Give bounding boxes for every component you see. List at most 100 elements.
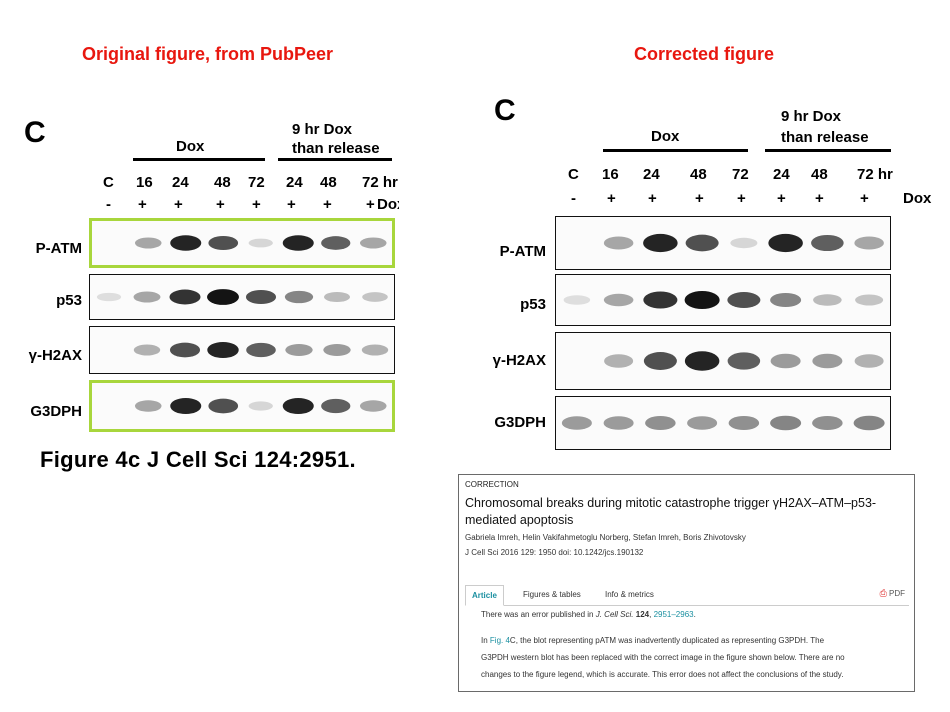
blot-band [811,234,844,252]
text: C, the blot representing pATM was inadve… [509,636,825,645]
blot-band [561,416,592,430]
blot-band [207,341,239,359]
left-row-label: p53 [56,292,82,309]
blot-band [603,293,634,307]
right-time-label: 72 hr [857,166,893,183]
right-row-label: P-ATM [499,243,546,260]
blot-bands [133,341,389,359]
blot-band [855,294,884,306]
article-title[interactable]: Chromosomal breaks during mitotic catast… [465,496,877,527]
left-panel-letter: C [24,116,46,149]
left-time-label: 24 [286,174,303,191]
left-sign-label: + [323,196,332,213]
left-dox-bracket [133,158,265,161]
left-time-label: 24 [172,174,189,191]
journal-name: J. Cell Sci. [595,610,634,619]
blot-band [323,344,351,356]
blot-band [321,236,351,250]
right-row-label: p53 [520,296,546,313]
blot-band [770,293,802,307]
right-release-line1: 9 hr Dox [781,108,842,125]
blot-band [854,354,884,368]
right-heading: Corrected figure [634,44,775,64]
blot-band [169,342,201,358]
left-sign-label: + [216,196,225,213]
correction-line-4: changes to the figure legend, which is a… [481,670,844,679]
pdf-icon: ⎙ [879,588,887,598]
pdf-label: PDF [889,589,905,598]
blot-band [362,292,388,302]
blot-band [684,291,720,309]
blot-band [643,233,678,253]
right-time-label: 24 [643,166,660,183]
right-sign-label: + [607,190,616,207]
blot-bands [561,415,885,431]
pdf-link[interactable]: ⎙ PDF [880,588,905,599]
blot-band [248,238,273,248]
blot-band [812,353,843,369]
left-row-label: γ-H2AX [28,347,82,364]
right-row-label: G3DPH [494,414,546,431]
blot-band [361,344,389,356]
blot-bands [603,233,884,253]
blot-band [134,237,162,249]
left-row-label: P-ATM [35,240,82,257]
right-blot-g3dph [555,396,891,450]
right-blot-p53 [555,274,891,326]
left-time-label: 48 [214,174,231,191]
text: In [481,636,490,645]
left-time-label: 48 [320,174,337,191]
blot-band [170,235,202,251]
blot-band [169,289,201,305]
blot-band [208,398,239,414]
blot-band [684,351,720,371]
article-authors: Gabriela Imreh, Helin Vakifahmetoglu Nor… [465,533,746,542]
blot-band [321,398,351,414]
right-dox-label: Dox [651,128,680,145]
right-panel-letter: C [494,94,516,127]
pages-link[interactable]: 2951–2963 [653,610,694,619]
blot-band [170,397,202,415]
right-sign-label: + [737,190,746,207]
right-sign-label: - [571,190,576,207]
blot-band [603,416,634,430]
blot-band [359,400,387,412]
blot-band [645,415,676,431]
left-release-line1: 9 hr Dox [292,121,353,138]
volume: 124 [633,610,650,619]
article-citation: J Cell Sci 2016 129: 1950 doi: 10.1242/j… [465,548,644,557]
blot-band [282,397,314,415]
blot-band [770,353,801,369]
blot-band [812,415,843,431]
blot-band [854,236,884,250]
figure-link[interactable]: Fig. 4 [489,636,510,645]
blot-band [604,354,634,368]
right-sign-label: + [815,190,824,207]
tab-figures-tables[interactable]: Figures & tables [523,590,581,599]
right-time-label: 72 [732,166,749,183]
blot-band [284,290,314,304]
blot-band [853,415,885,431]
right-release-bracket [765,149,891,152]
blot-bands [96,289,388,305]
right-sign-label: + [860,190,869,207]
blot-band [133,291,161,303]
text: . [693,610,696,619]
blot-band [324,291,350,303]
blot-band [246,342,276,358]
correction-line-2: In Fig. 4C, the blot representing pATM w… [481,635,824,647]
tab-info-metrics[interactable]: Info & metrics [605,590,654,599]
blot-bands [604,351,884,371]
left-dox-label: Dox [176,138,205,155]
blot-band [643,291,678,309]
blot-bands [134,397,387,415]
blot-band [728,415,760,431]
left-caption: Figure 4c J Cell Sci 124:2951. [40,447,356,472]
left-blot-gamma-h2ax [89,326,395,374]
correction-label: CORRECTION [465,480,519,489]
blot-band [770,415,802,431]
tab-article[interactable]: Article [465,585,504,606]
right-release-line2: than release [781,129,869,146]
blot-band [768,233,803,253]
left-sign-label: + [252,196,261,213]
